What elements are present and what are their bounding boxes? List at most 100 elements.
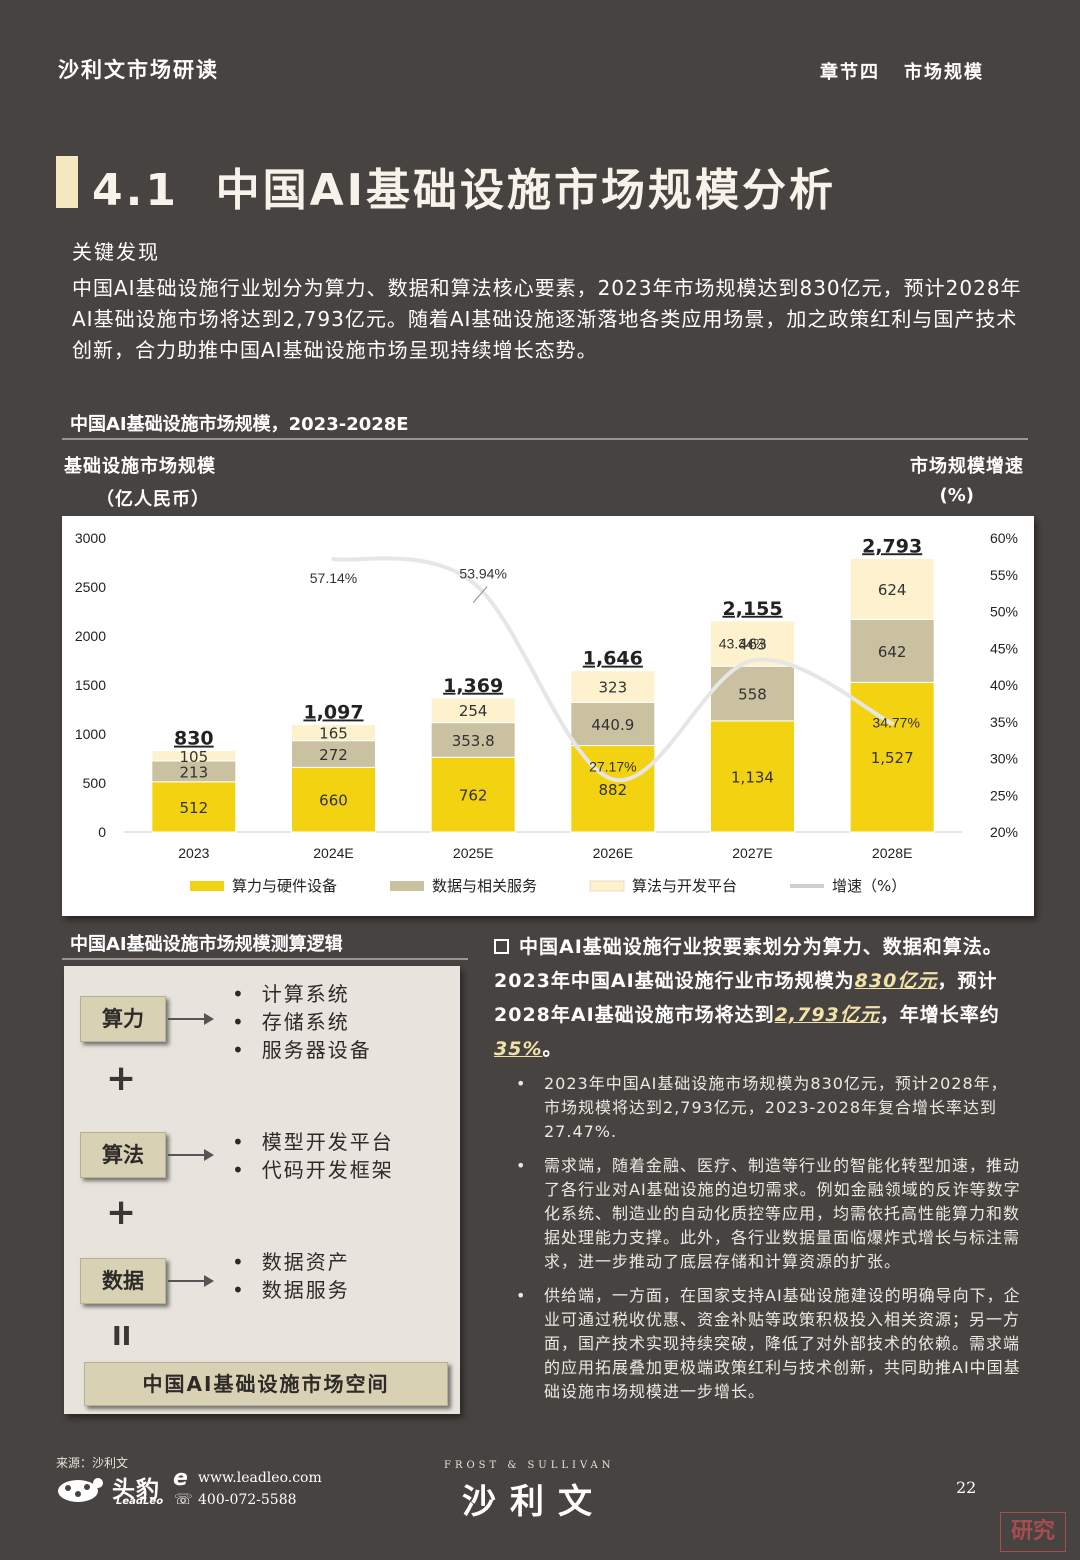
y2-tick-label: 45%: [990, 640, 1018, 656]
y2-tick-label: 55%: [990, 567, 1018, 583]
growth-rate: 35%: [494, 1038, 543, 1060]
bar-segment: [291, 723, 376, 742]
bar-value-label: 882: [599, 781, 628, 799]
list-item: 存储系统: [232, 1008, 372, 1036]
bar-value-label: 1,527: [871, 749, 914, 767]
y2-axis-unit: (%): [939, 485, 975, 506]
publication-name: 沙利文市场研读: [58, 58, 219, 82]
bar-value-label: 254: [459, 702, 488, 720]
growth-label: 53.94%: [459, 566, 506, 582]
logic-diagram: 算力 计算系统 存储系统 服务器设备 + 算法 模型开发平台 代码开发框架 + …: [64, 966, 460, 1414]
list-item: 2023年中国AI基础设施市场规模为830亿元，预计2028年，市场规模将达到2…: [516, 1072, 1022, 1144]
stamp-seal: 研究: [1000, 1512, 1066, 1552]
brand-name: 头豹: [112, 1477, 160, 1503]
y-tick-label: 1500: [75, 677, 106, 693]
bar-value-label: 165: [319, 725, 348, 743]
bar-segment: [849, 557, 935, 620]
y-tick-label: 3000: [75, 530, 106, 546]
checkbox-icon: [494, 939, 509, 954]
brand-name-en: LeadLeo: [116, 1496, 164, 1507]
website-link[interactable]: www.leadleo.com: [198, 1470, 322, 1486]
key-findings-text: 中国AI基础设施行业划分为算力、数据和算法核心要素，2023年市场规模达到830…: [72, 276, 1022, 362]
bar-total-label: 1,369: [443, 675, 503, 697]
phone-number: 400-072-5588: [198, 1492, 297, 1508]
y2-tick-label: 35%: [990, 714, 1018, 730]
y2-tick-label: 50%: [990, 604, 1018, 620]
bar-total-label: 830: [174, 728, 214, 750]
bar-value-label: 323: [599, 679, 628, 697]
bar-segment: [151, 750, 237, 762]
legend-label: 算法与开发平台: [632, 877, 737, 895]
chart-panel: 0 500 1000 1500 2000 2500 3000 20% 25% 30% 35% 40% 4…: [62, 516, 1034, 916]
tag-data: 数据: [80, 1258, 166, 1304]
phone-icon: ☏: [174, 1490, 193, 1508]
chapter-label: 章节四: [820, 62, 880, 83]
growth-label: 43.34%: [719, 635, 766, 651]
y2-tick-label: 30%: [990, 751, 1018, 767]
algorithm-list: 模型开发平台 代码开发框架: [232, 1128, 394, 1184]
bar-value-label: 762: [459, 787, 488, 805]
page-number: 22: [956, 1478, 977, 1497]
bar-value-label: 353.8: [452, 732, 495, 750]
bar-value-label: 624: [878, 581, 907, 599]
bar-value-label: 512: [180, 799, 209, 817]
title-number: 4.1: [92, 165, 179, 216]
x-tick-label: 2024E: [313, 845, 353, 861]
list-item: 需求端，随着金融、医疗、制造等行业的智能化转型加速，推动了各行业对AI基础设施的…: [516, 1154, 1022, 1274]
plus-sign: +: [106, 1192, 137, 1233]
y-axis-unit: （亿人民币）: [96, 489, 210, 510]
growth-label: 27.17%: [589, 758, 636, 774]
bar-total-label: 1,646: [583, 648, 643, 670]
analysis-points: 2023年中国AI基础设施市场规模为830亿元，预计2028年，市场规模将达到2…: [516, 1072, 1022, 1414]
bar-value-label: 105: [180, 748, 209, 766]
list-item: 模型开发平台: [232, 1128, 394, 1156]
compute-list: 计算系统 存储系统 服务器设备: [232, 980, 372, 1064]
source-note: 来源：沙利文: [56, 1456, 129, 1470]
chart-title: 中国AI基础设施市场规模，2023-2028E: [70, 414, 409, 435]
y-tick-label: 0: [98, 824, 106, 840]
arrow-icon: [168, 1013, 214, 1025]
market-space-box: 中国AI基础设施市场空间: [84, 1362, 448, 1406]
bar-segment: [710, 720, 795, 833]
section-label: 市场规模: [904, 62, 984, 83]
list-item: 服务器设备: [232, 1036, 372, 1064]
frost-sullivan-en: FROST & SULLIVAN: [444, 1460, 615, 1471]
bar-value-label: 558: [738, 686, 767, 704]
y2-tick-label: 60%: [990, 530, 1018, 546]
legend-swatch: [589, 880, 625, 892]
frost-sullivan-logo: 沙利文: [462, 1482, 606, 1522]
arrow-icon: [168, 1149, 214, 1161]
bar-value-label: 440.9: [591, 716, 634, 734]
x-tick-label: 2023: [178, 845, 209, 861]
value-2023: 830亿元: [854, 970, 938, 992]
bar-segment: [849, 618, 935, 683]
y-tick-label: 500: [83, 775, 107, 791]
y2-tick-label: 25%: [990, 787, 1018, 803]
legend-label: 增速（%）: [832, 877, 906, 895]
x-tick-label: 2026E: [593, 845, 633, 861]
list-item: 供给端，一方面，在国家支持AI基础设施建设的明确导向下，企业可通过税收优惠、资金…: [516, 1284, 1022, 1404]
growth-label: 34.77%: [872, 714, 919, 730]
x-tick-label: 2028E: [872, 845, 912, 861]
leopard-icon: [58, 1478, 103, 1502]
arrow-icon: [168, 1275, 214, 1287]
title-text: 中国AI基础设施市场规模分析: [215, 165, 837, 216]
y2-axis-title: 市场规模增速: [910, 456, 1024, 477]
key-findings-label: 关键发现: [72, 240, 160, 264]
x-tick-label: 2027E: [732, 845, 772, 861]
y-tick-label: 1000: [75, 726, 106, 742]
bar-value-label: 642: [878, 643, 907, 661]
legend-swatch: [390, 881, 424, 891]
bar-value-label: 272: [319, 746, 348, 764]
page-title: 4.1 中国AI基础设施市场规模分析: [92, 154, 836, 218]
market-size-chart: 0 500 1000 1500 2000 2500 3000 20% 25% 30% 35% 40% 4…: [75, 530, 1018, 895]
value-2028: 2,793亿元: [774, 1004, 880, 1026]
bar-value-label: 213: [180, 763, 209, 781]
logic-divider: [62, 958, 468, 960]
title-accent-bar: [56, 156, 78, 208]
bar-value-label: 1,134: [731, 768, 774, 786]
list-item: 计算系统: [232, 980, 372, 1008]
bar-total-label: 2,155: [722, 598, 782, 620]
x-tick-label: 2025E: [453, 845, 493, 861]
legend-label: 数据与相关服务: [432, 877, 537, 895]
